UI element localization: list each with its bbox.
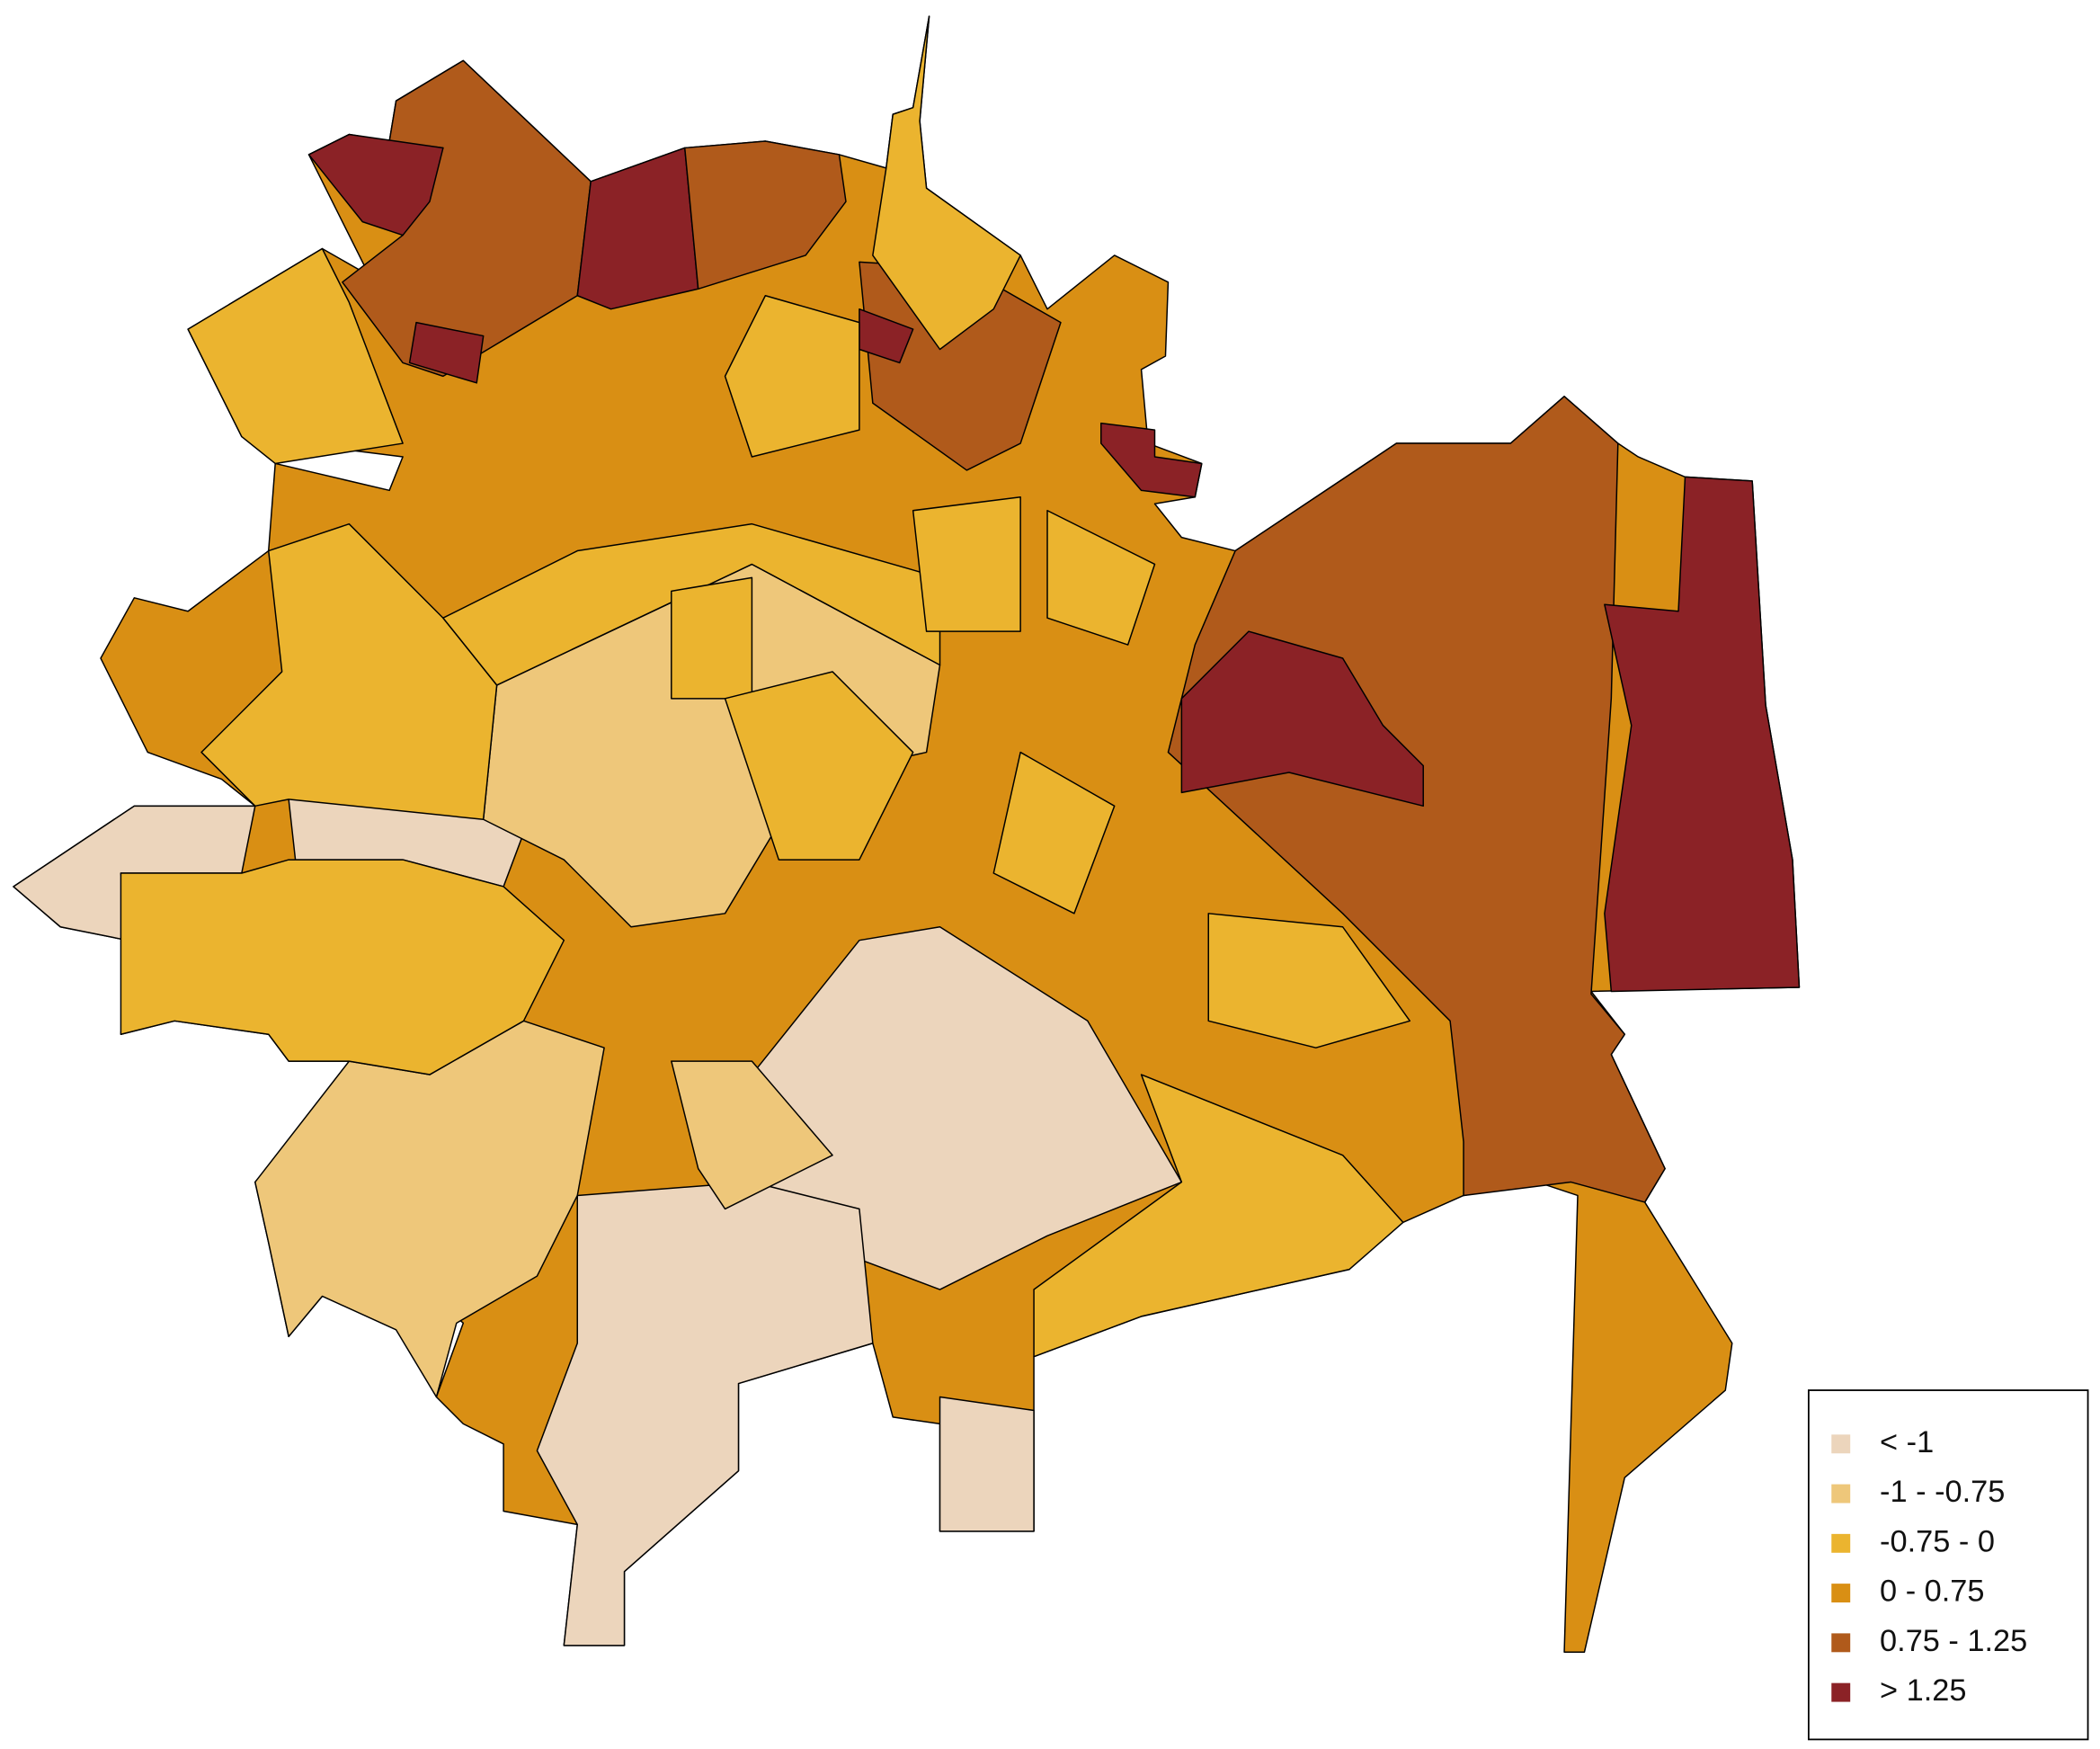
map-area (576, 147, 699, 310)
legend-label: 0 - 0.75 (1880, 1575, 1984, 1609)
legend-swatch (1831, 1484, 1851, 1504)
map-area (200, 522, 498, 821)
legend-label: -0.75 - 0 (1880, 1524, 1995, 1558)
map-area (536, 1181, 874, 1646)
map-area (120, 859, 565, 1075)
legend-swatch (1831, 1533, 1851, 1553)
map-area (724, 671, 914, 861)
map-area (724, 295, 860, 458)
map-area (442, 522, 941, 686)
legend-label: -1 - -0.75 (1880, 1475, 2005, 1509)
legend-swatch (1831, 1584, 1851, 1603)
map-area (1207, 913, 1411, 1049)
map-area (872, 15, 1021, 351)
map-area (307, 133, 444, 236)
legend-box (1807, 1389, 2089, 1741)
map-area (1604, 476, 1801, 993)
map-area (1100, 422, 1203, 498)
map-area (408, 321, 485, 384)
legend-swatch (1831, 1682, 1851, 1702)
map-area (671, 1060, 833, 1210)
legend-swatch (1831, 1633, 1851, 1653)
map-area (992, 751, 1116, 915)
legend: < -1 -1 - -0.75 -0.75 - 0 0 - 0.75 0.75 - 1.… (1807, 1389, 2089, 1741)
legend-swatch (1831, 1434, 1851, 1454)
legend-label: > 1.25 (1880, 1673, 1966, 1708)
map-area (683, 140, 847, 290)
map-area (1046, 509, 1156, 646)
map-area (939, 1396, 1035, 1532)
map-area (912, 496, 1021, 632)
map-area (1033, 1074, 1404, 1358)
legend-label: 0.75 - 1.25 (1880, 1624, 2027, 1658)
legend-label: < -1 (1880, 1425, 1934, 1459)
map-area (671, 576, 753, 700)
map-area (1180, 630, 1424, 808)
map-areas (13, 15, 1801, 1654)
map-area (187, 247, 404, 465)
